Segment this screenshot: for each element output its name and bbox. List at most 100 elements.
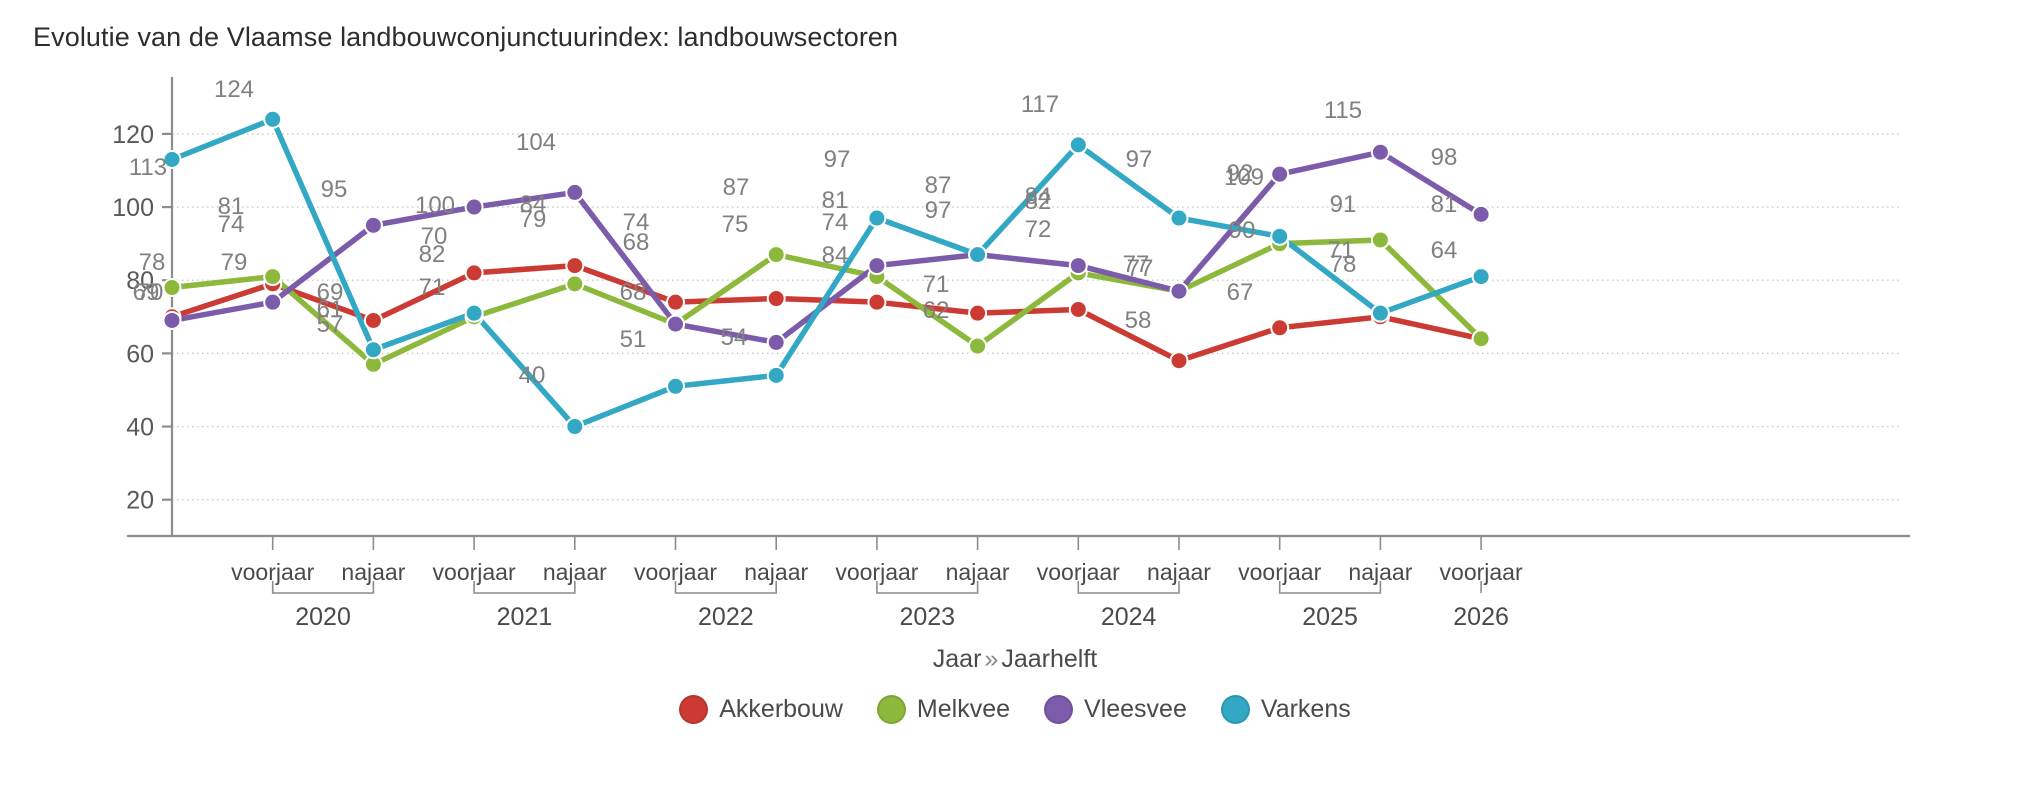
data-point (968, 245, 988, 265)
data-point-labels: 1137870691248174799569615710070827110484… (129, 76, 1457, 389)
data-label: 64 (1431, 237, 1458, 264)
data-label: 124 (214, 76, 254, 103)
data-label: 74 (822, 209, 849, 236)
legend-item-melkvee[interactable]: Melkvee (876, 695, 1010, 724)
data-point (1169, 351, 1189, 371)
data-label: 69 (317, 279, 344, 306)
series-lines (169, 116, 1484, 430)
data-point (766, 332, 786, 352)
data-label: 104 (516, 129, 556, 156)
data-point (1169, 208, 1189, 228)
series-points (162, 109, 1491, 437)
data-label: 81 (218, 193, 245, 220)
data-point (766, 245, 786, 265)
series-line-varkens (169, 116, 1484, 430)
data-label: 109 (1224, 164, 1264, 191)
page-title: Evolutie van de Vlaamse landbouwconjunct… (33, 22, 899, 52)
data-point (1471, 329, 1491, 349)
x-tick-half-label: voorjaar (231, 559, 314, 585)
data-point (1068, 299, 1088, 319)
data-label: 95 (321, 176, 348, 203)
data-point (1270, 318, 1290, 338)
data-label: 57 (317, 311, 344, 338)
data-point (666, 292, 685, 312)
data-point (867, 256, 887, 276)
data-label: 77 (1123, 251, 1150, 278)
gridlines (172, 133, 1900, 501)
x-tick-half-label: voorjaar (634, 559, 717, 585)
data-label: 117 (1021, 91, 1059, 118)
data-label: 71 (923, 271, 950, 298)
x-tick-labels: voorjaar najaar voorjaar najaar voorjaar naja… (231, 536, 1523, 631)
axis-caption-half: Jaarhelft (1001, 645, 1098, 673)
x-tick-half-label: najaar (1348, 559, 1412, 585)
data-point (162, 150, 182, 170)
data-point (1370, 303, 1390, 323)
data-point (565, 417, 585, 437)
data-point (363, 215, 383, 235)
axis-caption-year: Jaar (932, 645, 982, 673)
data-label: 71 (419, 274, 446, 301)
data-label: 115 (1324, 97, 1362, 124)
y-tick-label: 40 (126, 414, 154, 442)
data-point (565, 182, 585, 202)
x-tick-half-label: voorjaar (835, 559, 918, 585)
x-tick-half-label: najaar (543, 559, 607, 585)
data-point (162, 278, 182, 298)
series-line-melkvee (169, 237, 1484, 368)
x-tick-year-label: 2022 (698, 603, 754, 631)
data-point (666, 376, 685, 396)
data-point (968, 245, 988, 265)
data-point (1471, 204, 1491, 224)
data-label: 97 (1126, 146, 1153, 173)
data-point (162, 307, 182, 327)
data-point (263, 109, 283, 129)
x-tick-half-label: voorjaar (1238, 559, 1321, 585)
x-tick-half-label: voorjaar (1440, 559, 1523, 585)
data-label: 97 (925, 197, 952, 224)
data-point (1270, 226, 1290, 246)
data-label: 61 (317, 296, 344, 323)
data-point (968, 336, 988, 356)
data-point (1370, 142, 1390, 162)
x-tick-half-label: najaar (946, 559, 1010, 585)
data-label: 81 (1431, 191, 1458, 218)
data-label: 98 (1431, 144, 1458, 171)
data-point (1068, 135, 1088, 155)
data-label: 78 (1330, 251, 1357, 278)
data-point (1169, 281, 1189, 301)
data-point (1270, 164, 1290, 184)
data-label: 72 (1025, 216, 1052, 243)
data-point (565, 256, 585, 276)
legend-label: Akkerbouw (719, 695, 843, 723)
data-label: 51 (620, 326, 647, 353)
series-line-akkerbouw (169, 262, 1484, 364)
legend-label: Varkens (1260, 695, 1351, 723)
data-label: 79 (520, 206, 547, 233)
x-tick-half-label: najaar (341, 559, 405, 585)
x-tick-year-label: 2023 (899, 603, 955, 631)
data-point (766, 289, 786, 309)
data-point (1270, 234, 1290, 254)
legend-item-vleesvee[interactable]: Vleesvee (1044, 695, 1187, 724)
legend-swatch-icon (1220, 695, 1250, 724)
axis-caption-separator: » (984, 645, 999, 673)
y-tick-label: 80 (126, 267, 154, 295)
y-tick-label: 100 (112, 194, 154, 222)
data-label: 68 (620, 279, 647, 306)
legend-item-varkens[interactable]: Varkens (1220, 695, 1351, 724)
data-label: 91 (1330, 191, 1357, 218)
data-point (867, 267, 887, 287)
y-tick-labels: 20 40 60 80 100 120 (112, 121, 172, 515)
legend-item-akkerbouw[interactable]: Akkerbouw (679, 695, 843, 724)
data-point (666, 314, 685, 334)
data-point (968, 303, 988, 323)
x-tick-half-label: najaar (1147, 559, 1211, 585)
data-label: 79 (221, 249, 248, 276)
data-label: 82 (1025, 188, 1052, 215)
data-label: 84 (822, 242, 849, 269)
data-point (363, 354, 383, 374)
x-tick-half-label: voorjaar (433, 559, 516, 585)
